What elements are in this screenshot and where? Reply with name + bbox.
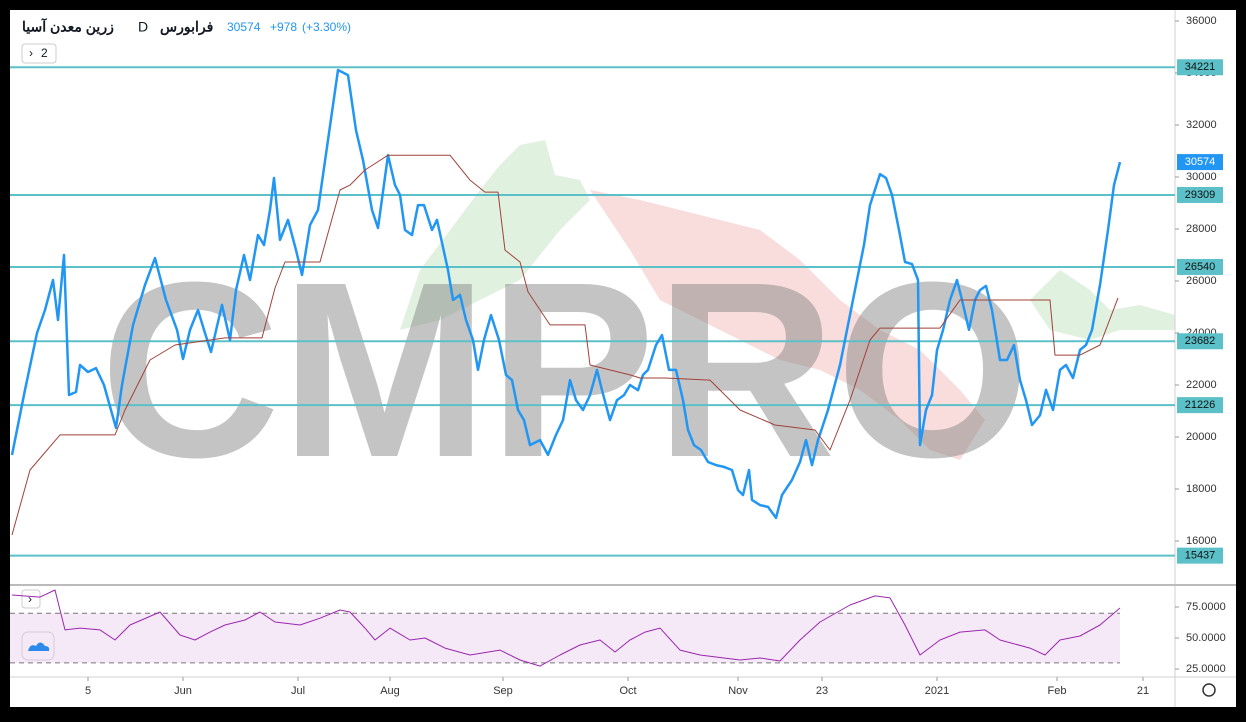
level-label-box bbox=[1177, 547, 1223, 564]
settings-icon[interactable] bbox=[1202, 683, 1216, 697]
change: +978 bbox=[270, 20, 297, 34]
collapse-chevron: › bbox=[28, 592, 32, 606]
y-tick-label: 36000 bbox=[1186, 15, 1217, 27]
change-pct: (+3.30%) bbox=[302, 20, 351, 34]
x-tick-label: Aug bbox=[380, 685, 400, 697]
y-tick-label: 26000 bbox=[1186, 275, 1217, 287]
x-tick-label: Oct bbox=[619, 685, 636, 697]
level-label-box bbox=[1177, 333, 1223, 350]
y-tick-label: 20000 bbox=[1186, 431, 1217, 443]
collapse-chevron: › bbox=[29, 46, 33, 60]
x-tick-label: 23 bbox=[816, 685, 828, 697]
series-line bbox=[10, 68, 1122, 520]
cloud-down bbox=[590, 190, 985, 460]
level-label-box bbox=[1177, 59, 1223, 76]
background bbox=[10, 10, 1236, 707]
y-tick-label: 28000 bbox=[1186, 223, 1217, 235]
y-tick-label: 32000 bbox=[1186, 119, 1217, 131]
series-line bbox=[11, 589, 1121, 667]
y-tick-label: 16000 bbox=[1186, 535, 1217, 547]
collapse-button[interactable] bbox=[21, 43, 57, 64]
x-tick-label: 5 bbox=[85, 685, 91, 697]
level-label-box bbox=[1177, 397, 1223, 414]
x-tick-label: Feb bbox=[1048, 685, 1067, 697]
x-tick-label: Jun bbox=[174, 685, 192, 697]
watermark: CMPRO bbox=[100, 230, 1031, 509]
x-tick-label: Jul bbox=[291, 685, 305, 697]
interval: D bbox=[138, 19, 148, 35]
y-tick-label: 30000 bbox=[1186, 171, 1217, 183]
y-tick-label: 75.0000 bbox=[1186, 601, 1226, 613]
exchange: فرابورس bbox=[160, 19, 213, 36]
level-label: 21226 bbox=[1185, 399, 1216, 411]
logo-icon bbox=[28, 642, 50, 651]
level-label: 29309 bbox=[1185, 189, 1216, 201]
level-label-box bbox=[1177, 258, 1223, 275]
indicator-count[interactable]: 2 bbox=[41, 46, 48, 60]
level-label: 26540 bbox=[1185, 261, 1216, 273]
y-tick-label: 22000 bbox=[1186, 379, 1217, 391]
level-label: 34221 bbox=[1185, 61, 1216, 73]
rsi-band bbox=[10, 613, 1120, 663]
collapse-button[interactable] bbox=[21, 589, 41, 609]
cloud-up bbox=[400, 140, 590, 330]
last-price: 30574 bbox=[227, 20, 261, 34]
level-label-box bbox=[1177, 186, 1223, 203]
series-line bbox=[11, 154, 1119, 536]
x-tick-label: 2021 bbox=[925, 685, 949, 697]
y-tick-label: 18000 bbox=[1186, 483, 1217, 495]
level-label: 23682 bbox=[1185, 335, 1216, 347]
x-tick-label: Nov bbox=[728, 685, 748, 697]
x-tick-label: Sep bbox=[493, 685, 513, 697]
y-tick-label: 25.0000 bbox=[1186, 663, 1226, 675]
last-price-box bbox=[1177, 154, 1223, 171]
last-price-label: 30574 bbox=[1185, 156, 1216, 168]
cloud-up bbox=[1030, 270, 1175, 340]
y-tick-label: 50.0000 bbox=[1186, 632, 1226, 644]
symbol: زرین معدن آسیا bbox=[22, 18, 114, 36]
level-label: 15437 bbox=[1185, 550, 1216, 562]
x-tick-label: 21 bbox=[1137, 685, 1149, 697]
